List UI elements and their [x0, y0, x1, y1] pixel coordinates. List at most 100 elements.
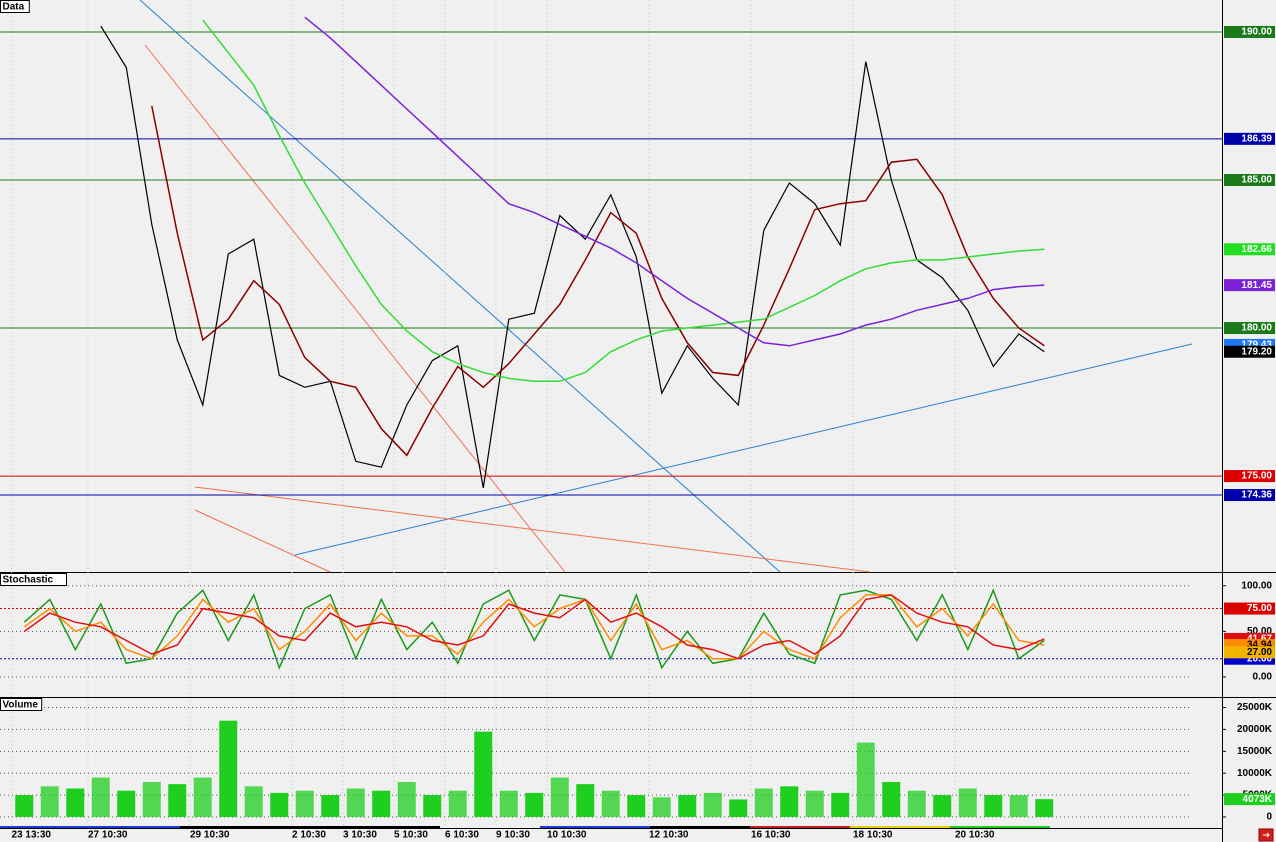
- x-tick-label: 29 10:30: [190, 830, 230, 841]
- corner-button-icon: [1263, 832, 1270, 838]
- panel-title-box: [0, 0, 30, 13]
- panel-title: Data: [3, 2, 25, 13]
- trendlines: [139, 0, 1193, 573]
- x-tick-label: 5 10:30: [394, 830, 428, 841]
- y-tick-label: 0.00: [1253, 672, 1273, 683]
- volume-bar: [652, 797, 671, 817]
- volume-bar: [142, 781, 161, 817]
- x-tick-label: 2 10:30: [292, 830, 326, 841]
- trendline: [139, 0, 781, 573]
- value-label: 34.94: [1247, 640, 1272, 651]
- volume-bar: [907, 790, 926, 817]
- x-tick-label: 16 10:30: [751, 830, 791, 841]
- value-box: [1224, 25, 1275, 38]
- value-label: 175.00: [1241, 471, 1272, 482]
- volume-bar: [193, 777, 212, 817]
- x-tick-label: 23 13:30: [12, 830, 52, 841]
- value-box: [1224, 602, 1275, 615]
- trendline: [194, 509, 331, 573]
- value-label: 179.43: [1241, 340, 1272, 351]
- volume-bar: [627, 795, 646, 817]
- volume-bar: [805, 790, 824, 817]
- session-strip: [180, 826, 440, 828]
- y-tick-label: 0: [1266, 812, 1272, 823]
- panel-title: Volume: [3, 700, 39, 711]
- y-tick-label: 10000K: [1237, 768, 1273, 779]
- volume-bar: [91, 777, 110, 817]
- session-strip: [540, 826, 650, 828]
- volume-bar: [1009, 795, 1028, 817]
- value-box: [1224, 489, 1275, 502]
- plot-background: [0, 0, 1222, 828]
- volume-bar: [856, 742, 875, 817]
- series-line: [100, 25, 1045, 489]
- value-label: 179.20: [1241, 346, 1272, 357]
- session-strip: [650, 826, 750, 828]
- session-strip: [0, 826, 180, 828]
- session-strip: [950, 826, 1050, 828]
- value-label: 185.00: [1241, 175, 1272, 186]
- value-label: 186.39: [1241, 133, 1272, 144]
- value-box: [1224, 243, 1275, 256]
- volume-bar: [270, 792, 289, 817]
- value-label: 181.45: [1241, 280, 1272, 291]
- value-box: [1224, 646, 1275, 659]
- y-tick-label: 20000K: [1237, 724, 1273, 735]
- x-tick-label: 10 10:30: [547, 830, 587, 841]
- panel-title: Stochastic: [3, 575, 54, 586]
- volume-bar: [346, 788, 365, 817]
- volume-bar: [448, 790, 467, 817]
- y-tick-label: 25000K: [1237, 702, 1273, 713]
- volume-bar: [601, 790, 620, 817]
- y-tick-label: 50.00: [1247, 626, 1272, 637]
- axis-background: [1222, 0, 1276, 842]
- volume-bar: [168, 784, 187, 817]
- x-tick-label: 6 10:30: [445, 830, 479, 841]
- date-axis-background: [0, 828, 1222, 842]
- x-tick-label: 3 10:30: [343, 830, 377, 841]
- volume-bar: [984, 795, 1003, 817]
- x-tick-label: 12 10:30: [649, 830, 689, 841]
- value-label: 182.66: [1241, 244, 1272, 255]
- volume-bar: [729, 799, 748, 817]
- volume-bar: [882, 781, 901, 817]
- volume-bar: [474, 731, 493, 817]
- volume-bar: [372, 790, 391, 817]
- volume-bar: [525, 792, 544, 817]
- x-tick-label: 18 10:30: [853, 830, 893, 841]
- value-label: 190.00: [1241, 27, 1272, 38]
- volume-bar: [40, 786, 59, 817]
- trendline: [194, 486, 871, 573]
- session-strip: [850, 826, 950, 828]
- volume-bar: [499, 790, 518, 817]
- value-box: [1224, 793, 1275, 806]
- volume-bar: [576, 784, 595, 817]
- volume-bar: [295, 790, 314, 817]
- volume-bar: [66, 788, 85, 817]
- value-box: [1224, 345, 1275, 358]
- value-box: [1224, 279, 1275, 292]
- volume-bar: [831, 792, 850, 817]
- volume-bar: [117, 790, 136, 817]
- value-label: 75.00: [1247, 603, 1272, 614]
- volume-bar: [754, 788, 773, 817]
- volume-bar: [1035, 799, 1054, 817]
- value-box: [1224, 470, 1275, 483]
- series-line: [304, 16, 1045, 347]
- volume-bar: [423, 795, 442, 817]
- series-line: [23, 594, 1045, 660]
- value-label: 180.00: [1241, 323, 1272, 334]
- volume-bar: [15, 795, 34, 817]
- volume-bar: [703, 792, 722, 817]
- volume-bar: [550, 777, 569, 817]
- value-label: 4073K: [1243, 794, 1273, 805]
- value-label: 20.00: [1247, 653, 1272, 664]
- series-line: [202, 19, 1045, 383]
- volume-bar: [321, 795, 340, 817]
- volume-bar: [958, 788, 977, 817]
- x-tick-label: 9 10:30: [496, 830, 530, 841]
- value-box: [1224, 322, 1275, 335]
- value-box: [1224, 174, 1275, 187]
- trendline: [294, 343, 1193, 556]
